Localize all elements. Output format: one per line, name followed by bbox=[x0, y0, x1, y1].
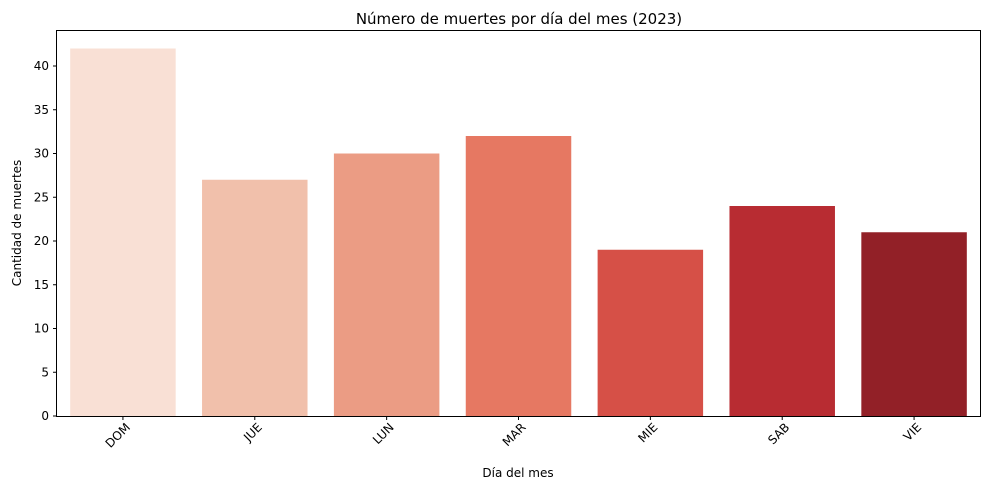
x-tick-label-jue: JUE bbox=[240, 420, 265, 445]
y-tick-label: 35 bbox=[34, 103, 49, 117]
bar-lun bbox=[333, 153, 440, 416]
bar-sab bbox=[729, 206, 835, 416]
y-tick-label: 30 bbox=[34, 147, 49, 161]
y-tick-label: 20 bbox=[34, 234, 49, 248]
y-axis-label: Cantidad de muertes bbox=[10, 160, 24, 287]
bar-dom bbox=[70, 48, 176, 416]
x-tick-label-dom: DOM bbox=[103, 420, 133, 450]
bar-vie bbox=[861, 232, 967, 416]
bar-jue bbox=[202, 179, 308, 416]
x-tick-label-mar: MAR bbox=[500, 420, 529, 449]
y-tick-label: 0 bbox=[41, 409, 49, 423]
x-tick-label-sab: SAB bbox=[765, 420, 792, 447]
plot-frame bbox=[56, 30, 981, 417]
y-tick-label: 25 bbox=[34, 190, 49, 204]
x-axis-ticks: DOM JUE LUN MAR MIE SAB VIE bbox=[103, 416, 925, 451]
bar-mie bbox=[597, 249, 704, 416]
x-tick-label-vie: VIE bbox=[901, 420, 925, 444]
x-axis-label: Día del mes bbox=[482, 466, 553, 480]
bar-mar bbox=[465, 136, 572, 416]
y-tick-label: 40 bbox=[34, 59, 49, 73]
y-tick-label: 15 bbox=[34, 278, 49, 292]
y-tick-label: 10 bbox=[34, 322, 49, 336]
y-tick-label: 5 bbox=[41, 365, 49, 379]
chart-title: Número de muertes por día del mes (2023) bbox=[356, 10, 682, 28]
y-axis-ticks: 0 5 10 15 20 25 30 35 40 bbox=[34, 59, 57, 423]
bars-group bbox=[70, 48, 967, 416]
x-tick-label-lun: LUN bbox=[370, 420, 397, 447]
x-tick-label-mie: MIE bbox=[635, 420, 660, 445]
